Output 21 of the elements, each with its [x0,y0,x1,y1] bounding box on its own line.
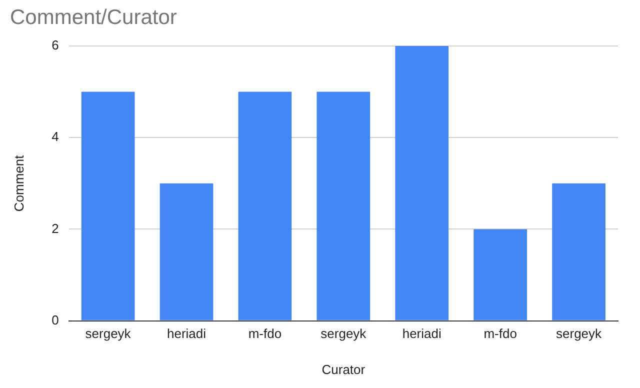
x-axis-title: Curator [322,362,366,377]
bar [238,92,292,320]
y-tick-label: 4 [52,129,59,144]
x-tick-label: m-fdo [484,326,517,342]
y-axis-title: Comment [11,154,26,212]
bar [395,46,449,320]
bar [81,92,135,320]
x-tick-label: heriadi [402,326,442,342]
x-tick-label: sergeyk [556,326,602,342]
x-tick-label: m-fdo [248,326,282,342]
x-tick-label: sergeyk [320,326,367,342]
x-tick-label: heriadi [166,326,206,342]
bar [160,183,214,320]
y-tick-label: 6 [52,38,59,53]
bar [316,92,370,320]
y-tick-label: 2 [52,220,59,236]
bar [552,183,606,320]
x-tick-label: sergeyk [85,326,132,342]
bar [474,229,527,320]
chart-title: Comment/Curator [10,6,177,30]
y-tick-label: 0 [52,312,59,328]
